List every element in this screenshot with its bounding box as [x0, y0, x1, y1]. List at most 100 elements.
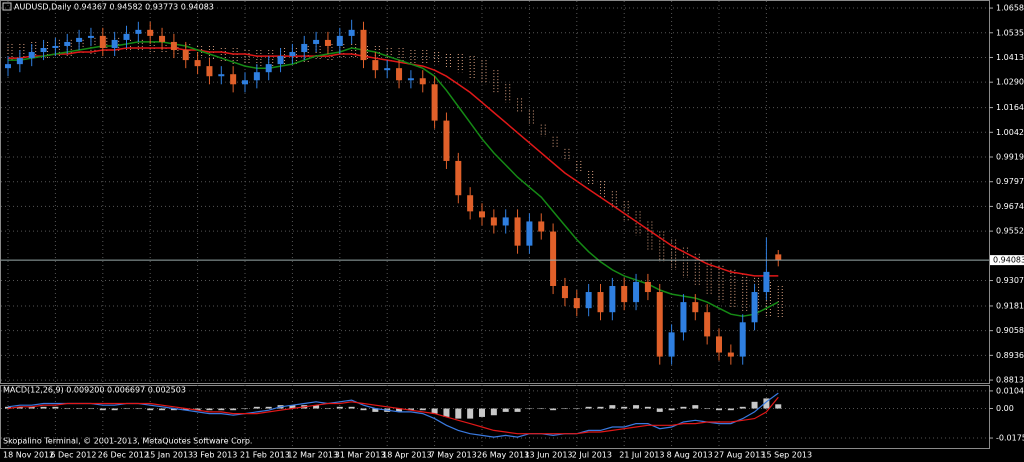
macd-histogram-bar — [609, 405, 616, 409]
y-tick-label: 0.99195 — [996, 153, 1024, 162]
macd-histogram-bar — [99, 408, 106, 411]
x-tick-label: 15 Jan 2013 — [145, 451, 193, 460]
macd-histogram-bar — [455, 408, 462, 419]
macd-histogram-bar — [419, 408, 426, 411]
macd-histogram-bar — [194, 408, 201, 411]
y-tick-label: 1.0413 — [996, 53, 1024, 62]
y-tick-label: 0.9307 — [996, 276, 1024, 285]
candle-body — [597, 292, 604, 313]
x-tick-label: 26 Dec 2012 — [98, 451, 149, 460]
candle-body — [455, 160, 462, 196]
macd-histogram-bar — [182, 408, 189, 411]
candle-body — [727, 352, 734, 357]
macd-panel-frame — [0, 385, 990, 449]
macd-histogram-bar — [763, 398, 770, 409]
candle-body — [550, 231, 557, 286]
macd-histogram-bar — [64, 408, 71, 410]
y-tick-label: 1.01645 — [996, 103, 1024, 112]
signal-line — [7, 396, 779, 435]
y-tick-label: 0.9552 — [996, 227, 1024, 236]
x-tick-label: 26 May 2013 — [477, 451, 529, 460]
y-tick-label: 0.88135 — [996, 376, 1024, 385]
macd-histogram-bar — [372, 408, 379, 412]
macd-histogram-bar — [727, 408, 734, 411]
candle-body — [716, 336, 722, 353]
y-tick-label: 0.9181 — [996, 301, 1024, 310]
macd-histogram-bar — [5, 406, 11, 409]
y-tick-label: 0.90585 — [996, 326, 1024, 335]
candle-body — [656, 292, 663, 357]
macd-histogram-bar — [573, 408, 580, 410]
candle-body — [111, 39, 118, 48]
macd-histogram-bar — [348, 406, 355, 409]
candle-body — [277, 56, 284, 65]
chart-icon — [2, 2, 12, 11]
macd-histogram-bar — [360, 408, 367, 411]
candle-body — [76, 37, 83, 42]
candle-body — [360, 29, 367, 61]
candle-body — [324, 39, 331, 46]
macd-histogram-bar — [396, 408, 403, 412]
macd-histogram-bar — [680, 406, 687, 409]
x-tick-label: 15 Sep 2013 — [761, 451, 812, 460]
candle-body — [289, 52, 296, 57]
main-panel-frame — [0, 0, 990, 384]
price-label: 0.94083 — [993, 256, 1024, 265]
candle-body — [230, 74, 237, 85]
candle-body — [182, 50, 189, 61]
macd-histogram-bar — [253, 406, 260, 409]
macd-histogram-bar — [490, 408, 497, 416]
y-tick-label: -0.01757 — [996, 434, 1024, 443]
macd-histogram-bar — [668, 408, 675, 411]
x-tick-label: 7 May 2013 — [430, 451, 477, 460]
macd-histogram-bar — [597, 406, 604, 409]
macd-histogram-bar — [313, 405, 320, 409]
macd-histogram-bar — [443, 408, 450, 417]
macd-histogram-bar — [123, 408, 130, 410]
candle-body — [633, 281, 640, 303]
candle-body — [253, 72, 260, 81]
x-tick-label: 18 Nov 2012 — [3, 451, 54, 460]
candle-body — [467, 195, 474, 212]
y-tick-label: 0.00 — [996, 404, 1014, 413]
macd-histogram-bar — [16, 406, 23, 409]
macd-histogram-bar — [656, 408, 663, 412]
candle-body — [28, 52, 35, 59]
candle-body — [538, 221, 545, 232]
macd-histogram-bar — [159, 408, 166, 411]
candle-body — [206, 66, 213, 77]
candle-body — [384, 68, 391, 71]
candle-body — [135, 29, 142, 34]
candle-body — [265, 64, 272, 73]
macd-histogram-bar — [692, 405, 699, 409]
macd-histogram-bar — [265, 406, 272, 409]
macd-title: MACD(12,26,9) 0.009200 0.006697 0.002503 — [3, 386, 186, 395]
price-label-box — [990, 255, 1024, 266]
macd-histogram-bar — [739, 406, 746, 409]
candle-body — [609, 285, 616, 313]
macd-histogram-bar — [242, 408, 248, 410]
macd-histogram-bar — [479, 408, 485, 417]
macd-histogram-bar — [170, 408, 177, 411]
candle-body — [64, 41, 71, 46]
candle-body — [621, 285, 628, 303]
moving-average — [8, 47, 779, 277]
candle-body — [490, 217, 497, 226]
macd-histogram-bar — [561, 408, 568, 410]
candle-body — [170, 41, 177, 51]
candle-body — [194, 60, 201, 67]
candle-body — [668, 332, 675, 357]
candle-body — [396, 68, 403, 81]
candle-body — [502, 217, 509, 226]
candle-body — [573, 298, 580, 309]
y-tick-label: 1.02905 — [996, 78, 1024, 87]
y-tick-label: 0.010475 — [996, 386, 1024, 395]
candle-body — [52, 45, 59, 48]
macd-histogram-bar — [76, 408, 83, 410]
candle-body — [123, 33, 130, 40]
candle-body — [561, 285, 568, 299]
candle-body — [431, 84, 438, 121]
candle-body — [739, 322, 746, 357]
macd-histogram-bar — [585, 406, 592, 409]
x-tick-label: 21 Jul 2013 — [619, 451, 664, 460]
